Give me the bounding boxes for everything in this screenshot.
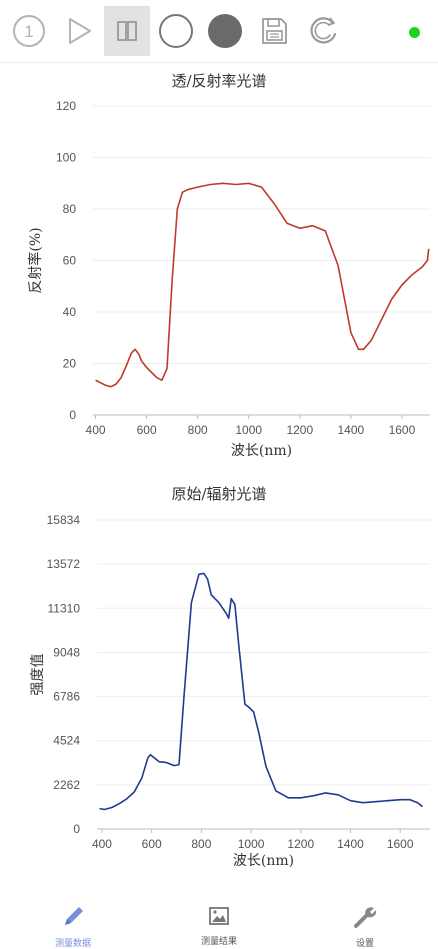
x-axis-label: 波长(nm) [233, 853, 294, 869]
x-axis-label: 波长(nm) [231, 443, 292, 459]
y-tick-label: 100 [56, 151, 76, 165]
y-tick-label: 60 [63, 254, 77, 268]
x-tick-label: 1600 [387, 837, 414, 851]
x-tick-label: 1400 [337, 837, 364, 851]
series-line [95, 182, 430, 388]
y-tick-label: 80 [63, 202, 77, 216]
toolbar: 1 [0, 0, 438, 62]
x-tick-label: 1400 [338, 423, 365, 437]
y-axis-label: 强度值 [30, 654, 46, 696]
nav-label: 测量结果 [200, 937, 237, 947]
y-tick-label: 15834 [47, 513, 81, 527]
bottom-navigation: 测量数据 测量结果 设置 [0, 896, 438, 949]
x-tick-label: 400 [86, 423, 106, 437]
y-tick-label: 6786 [53, 690, 80, 704]
step-number: 1 [24, 22, 33, 41]
pause-icon [117, 21, 137, 41]
nav-measurement-results[interactable]: 测量结果 [164, 896, 274, 947]
x-tick-label: 1200 [286, 423, 313, 437]
image-icon [209, 907, 229, 925]
y-axis-label: 反射率(%) [27, 227, 44, 293]
y-tick-label: 2262 [53, 778, 80, 792]
refresh-c-icon [310, 17, 337, 44]
y-tick-label: 120 [56, 99, 76, 113]
save-button[interactable] [251, 6, 297, 56]
x-tick-label: 1000 [235, 423, 262, 437]
x-tick-label: 1000 [238, 837, 265, 851]
y-tick-label: 40 [63, 305, 77, 319]
toolbar-divider [0, 62, 438, 63]
filled-circle-icon [208, 14, 242, 48]
y-tick-label: 0 [73, 822, 80, 836]
play-button[interactable] [55, 6, 101, 56]
white-reference-button[interactable] [153, 6, 199, 56]
reflectance-spectrum-chart: 0 20 40 60 80 100 120 400 600 800 1000 1200 1400 1600… [27, 99, 430, 459]
y-tick-label: 20 [63, 357, 77, 371]
pause-button[interactable] [104, 6, 150, 56]
nav-label: 测量数据 [54, 939, 91, 949]
circled-one-icon: 1 [13, 15, 45, 47]
x-tick-label: 1200 [287, 837, 314, 851]
nav-label: 设置 [355, 939, 374, 949]
y-tick-label: 11310 [48, 601, 81, 615]
play-icon [69, 18, 91, 44]
y-tick-label: 9048 [53, 645, 80, 659]
radiance-chart-title: 原始/辐射光谱 [171, 485, 267, 503]
x-tick-label: 800 [191, 837, 211, 851]
empty-circle-icon [159, 14, 193, 48]
pencil-icon [65, 907, 83, 925]
dark-reference-button[interactable] [202, 6, 248, 56]
series-line [99, 572, 423, 811]
nav-settings[interactable]: 设置 [310, 896, 420, 949]
reflectance-chart-title: 透/反射率光谱 [171, 72, 267, 90]
radiance-spectrum-chart: 0 2262 4524 6786 9048 11310 13572 15834 400 600 80… [30, 513, 430, 869]
x-tick-label: 600 [142, 837, 162, 851]
y-tick-label: 0 [69, 408, 76, 422]
y-tick-label: 13572 [47, 557, 81, 571]
refresh-button[interactable] [300, 6, 346, 56]
wrench-icon [354, 907, 377, 928]
y-tick-label: 4524 [53, 734, 80, 748]
x-tick-label: 1600 [389, 423, 416, 437]
floppy-disk-icon [262, 18, 287, 44]
step-button[interactable]: 1 [6, 6, 52, 56]
x-tick-label: 800 [188, 423, 208, 437]
x-tick-label: 600 [137, 423, 157, 437]
connection-status-indicator [409, 27, 420, 38]
x-tick-label: 400 [92, 837, 112, 851]
nav-measurement-data[interactable]: 测量数据 [18, 896, 128, 949]
